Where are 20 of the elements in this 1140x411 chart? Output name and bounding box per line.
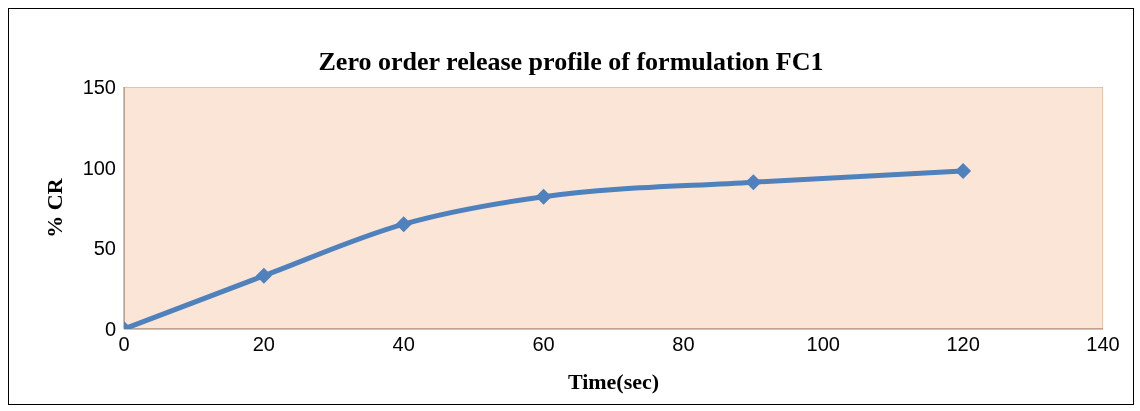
x-tick-label: 120 [946, 333, 980, 356]
x-tick-label: 100 [806, 333, 840, 356]
x-tick-label: 140 [1086, 333, 1120, 356]
y-axis-title: % CR [41, 177, 67, 238]
x-tick-label: 20 [252, 333, 275, 356]
x-tick-label: 80 [672, 333, 695, 356]
y-tick-label: 150 [82, 76, 116, 99]
x-tick-label: 40 [392, 333, 415, 356]
point [955, 162, 972, 179]
point [535, 188, 552, 205]
point [255, 267, 272, 284]
y-tick-label: 50 [93, 237, 116, 260]
chart-title: Zero order release profile of formulation FC1 [317, 47, 825, 77]
point [745, 174, 762, 191]
x-tick-label: 60 [532, 333, 555, 356]
x-axis-title: Time(sec) [567, 369, 660, 394]
point [395, 216, 412, 233]
x-tick-label: 0 [118, 333, 130, 356]
y-tick-label: 100 [82, 156, 116, 179]
y-tick-label: 0 [104, 318, 116, 341]
